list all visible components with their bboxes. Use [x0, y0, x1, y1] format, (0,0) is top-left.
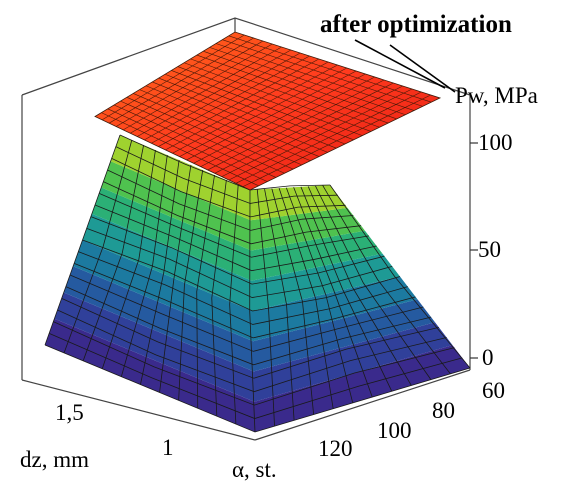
x-tick-label-1-5: 1,5 — [55, 400, 84, 425]
top-plane-surface — [94, 31, 442, 191]
mesh-row-line — [99, 192, 369, 258]
top-plane-grid-line — [177, 66, 363, 136]
x-axis-label: dz, mm — [20, 447, 89, 472]
top-plane-grid-line — [222, 39, 423, 107]
top-plane-grid-line — [183, 62, 372, 132]
top-plane-grid-line — [203, 50, 397, 120]
surface-band-7 — [110, 135, 348, 221]
leader-line-1 — [354, 39, 446, 89]
top-plane-grid-line — [207, 79, 385, 171]
z-tick-label-100: 100 — [478, 130, 513, 155]
mesh-col-line — [178, 169, 204, 401]
mesh-col-line — [285, 187, 354, 404]
box-floor-left — [21, 379, 256, 441]
surface-band-4 — [82, 213, 400, 311]
annotation-leader — [354, 39, 456, 93]
mesh-col-line — [101, 149, 156, 369]
top-plane-grid-line — [193, 73, 366, 164]
mesh-row-line — [74, 262, 416, 339]
z-tick-label-0: 0 — [482, 345, 494, 370]
mesh-col-line — [256, 189, 275, 427]
mesh-row-line — [90, 216, 385, 285]
mesh-col-line — [322, 185, 451, 375]
mesh-row-line — [111, 157, 346, 218]
top-plane-grid-line — [209, 47, 406, 116]
mesh-row-line — [53, 321, 455, 406]
mesh-row-line — [107, 169, 354, 231]
mesh-col-line — [211, 179, 227, 417]
y-tick-label-60: 60 — [482, 378, 505, 403]
top-plane — [94, 31, 442, 191]
mesh-row-line — [103, 181, 362, 245]
top-plane-grid-line — [171, 70, 354, 141]
mesh-col-line — [196, 174, 215, 409]
surface-mesh — [44, 134, 471, 433]
mesh-row-line — [65, 286, 432, 366]
y-axis-label: α, st. — [232, 457, 277, 482]
annotation-label: after optimization — [320, 11, 512, 38]
mesh-row-line — [82, 239, 401, 312]
y-tick-label-120: 120 — [318, 436, 353, 461]
top-plane-grid-line — [190, 58, 380, 128]
mesh-row-line — [94, 204, 377, 272]
top-plane-grid-line — [228, 35, 432, 103]
z-axis-ticks — [470, 142, 478, 359]
y-tick-label-100: 100 — [377, 418, 412, 443]
mesh-col-line — [293, 187, 373, 398]
x-tick-label-1: 1 — [162, 435, 174, 460]
top-plane-grid-line — [179, 67, 347, 157]
mesh-col-line — [315, 185, 432, 380]
mesh-col-line — [271, 188, 315, 415]
box-floor-right — [254, 369, 471, 441]
surface-band-1 — [54, 292, 453, 402]
mesh-row-line — [86, 227, 393, 298]
surface-band-5 — [91, 187, 383, 281]
top-plane-grid-line — [228, 88, 413, 181]
mesh-row-line — [61, 297, 439, 379]
mesh-col-line — [229, 184, 239, 425]
top-plane-grid-line — [215, 43, 415, 111]
mesh-col-line — [264, 189, 295, 421]
top-plane-grid-line — [172, 64, 338, 154]
z-axis-label: Pw, MPa — [455, 83, 538, 108]
top-plane-grid-line — [235, 91, 422, 184]
mesh-row-line — [57, 309, 447, 393]
mesh-col-line — [278, 188, 334, 409]
z-tick-label-50: 50 — [478, 237, 501, 262]
top-plane-grid-line — [186, 70, 357, 161]
surface-band-6 — [101, 161, 365, 251]
top-plane-grid-line — [221, 85, 403, 177]
top-plane-grid-line — [200, 76, 375, 167]
mesh-col-line — [82, 144, 145, 361]
mesh-col-line — [249, 189, 256, 433]
mesh-col-line — [159, 164, 192, 393]
mesh-row-line — [78, 251, 408, 325]
mesh-row-line — [69, 274, 424, 352]
top-plane-grid-line — [242, 94, 431, 187]
mesh-col-line — [44, 134, 121, 346]
mesh-col-line — [307, 186, 412, 386]
mesh-col-line — [120, 154, 168, 377]
surface-band-2 — [63, 266, 435, 372]
surface-band-0 — [45, 318, 470, 432]
y-tick-label-80: 80 — [432, 398, 455, 423]
mesh-col-line — [140, 159, 180, 385]
top-plane-grid-line — [214, 82, 394, 174]
mesh-col-line — [329, 184, 471, 369]
mesh-col-line — [300, 186, 393, 392]
leader-line-2 — [389, 44, 456, 93]
mesh-col-line — [63, 139, 133, 354]
top-plane-grid-line — [196, 54, 389, 124]
